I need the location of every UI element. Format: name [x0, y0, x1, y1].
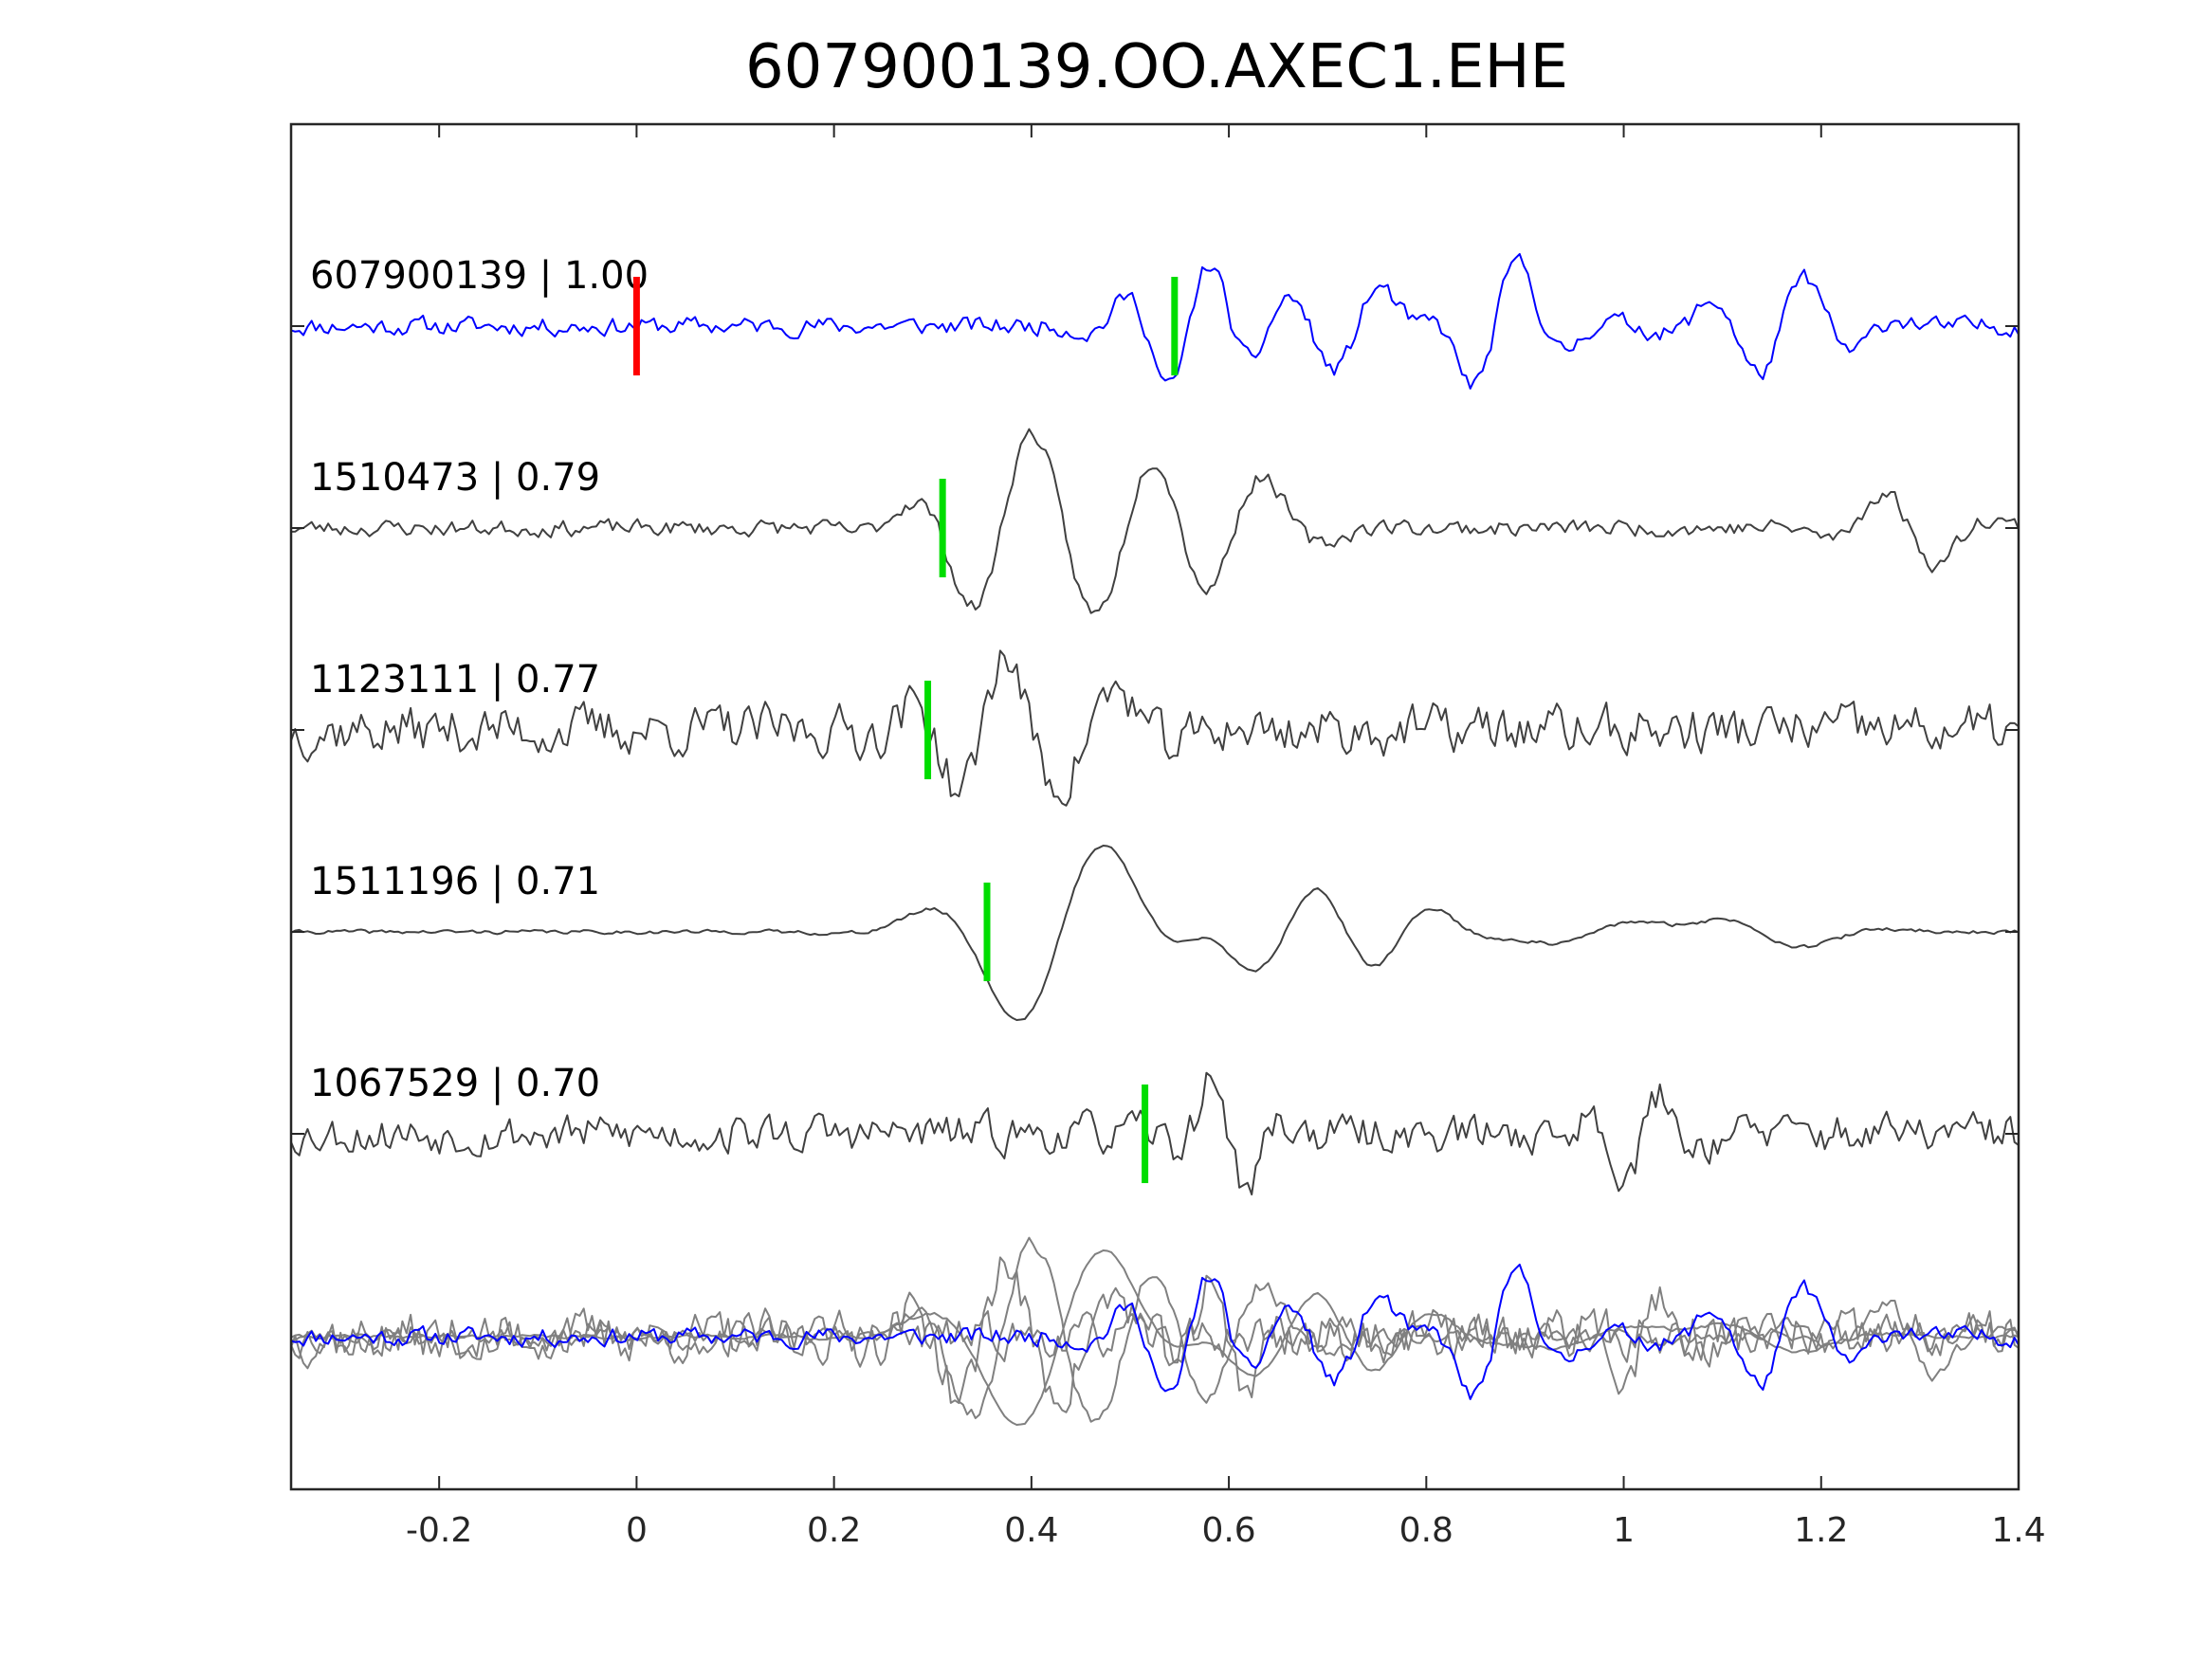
- chart-title: 607900139.OO.AXEC1.EHE: [745, 32, 1568, 102]
- x-axis: -0.2 0 0.2 0.4 0.6 0.8 1 1.2 1.4: [406, 124, 2046, 1550]
- x-tick-label: 0.2: [807, 1511, 861, 1550]
- x-tick-label: 0.8: [1399, 1511, 1453, 1550]
- x-tick-label: 1: [1613, 1511, 1635, 1550]
- trace-label-1511196: 1511196 | 0.71: [310, 860, 600, 903]
- trace-group-1511196: 1511196 | 0.71: [290, 845, 2020, 1021]
- trace-group-607900139: 607900139 | 1.00: [290, 252, 2020, 390]
- x-tick-label: 0: [626, 1511, 648, 1550]
- overlay-line-1067529: [290, 1274, 2020, 1398]
- axes-box: [289, 122, 2020, 1491]
- trace-line-1511196: [290, 845, 2020, 1021]
- trace-line-1510473: [290, 428, 2020, 614]
- x-tick-label: 1.4: [1991, 1511, 2045, 1550]
- trace-label-1123111: 1123111 | 0.77: [310, 658, 600, 702]
- trace-line-607900139: [290, 252, 2020, 390]
- trace-group-1123111: 1123111 | 0.77: [290, 649, 2020, 807]
- x-tick-label: -0.2: [406, 1511, 472, 1550]
- trace-label-607900139: 607900139 | 1.00: [310, 254, 649, 298]
- overlay-line-607900139: [290, 1263, 2020, 1400]
- trace-group-1510473: 1510473 | 0.79: [290, 428, 2020, 614]
- trace-label-1510473: 1510473 | 0.79: [310, 456, 600, 500]
- overlay-stack: [290, 1236, 2020, 1426]
- plot-area: 607900139 | 1.00 1510473 | 0.79 1123111 | …: [290, 252, 2020, 1426]
- x-tick-label: 0.6: [1201, 1511, 1255, 1550]
- trace-label-1067529: 1067529 | 0.70: [310, 1062, 600, 1105]
- overlay-line-1511196: [290, 1249, 2020, 1426]
- trace-group-1067529: 1067529 | 0.70: [290, 1062, 2020, 1195]
- x-tick-label: 0.4: [1004, 1511, 1058, 1550]
- trace-line-1123111: [290, 649, 2020, 807]
- x-tick-label: 1.2: [1794, 1511, 1848, 1550]
- trace-line-1067529: [290, 1071, 2020, 1195]
